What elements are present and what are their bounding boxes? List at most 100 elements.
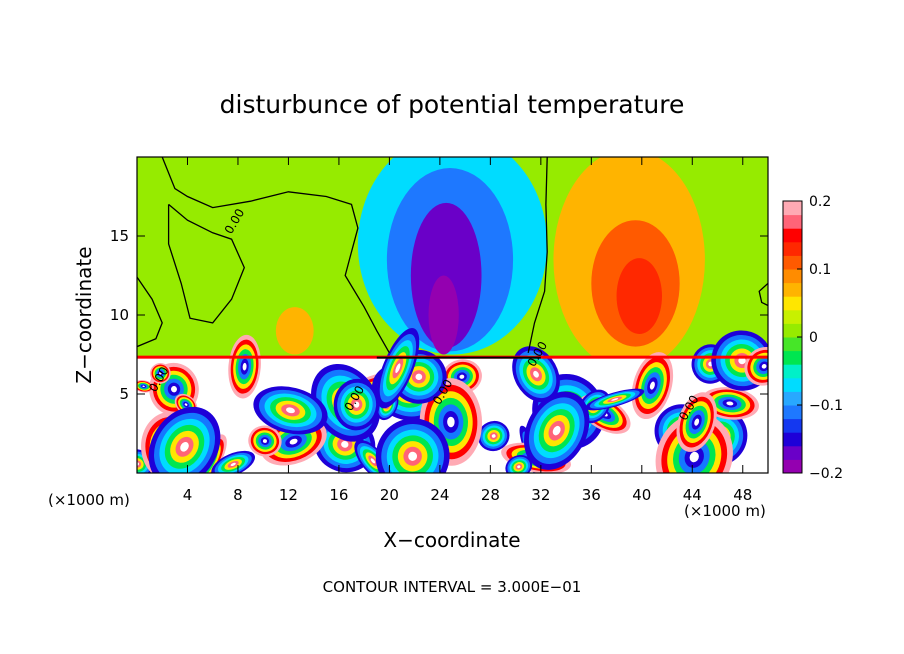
eddy-core (447, 416, 455, 428)
y-tick-label: 10 (110, 306, 129, 324)
lower-layer-turbulence (137, 328, 768, 473)
colorbar-swatch (783, 309, 802, 324)
chart-title: disturbunce of potential temperature (220, 90, 685, 119)
eddy-35 (149, 362, 171, 384)
colorbar-swatch (783, 405, 802, 420)
eddy-core (395, 363, 401, 374)
x-tick-label: 4 (183, 486, 193, 504)
y-tick-label: 5 (119, 385, 129, 403)
eddy-core (180, 442, 189, 452)
colorbar (783, 201, 802, 474)
eddy-26 (676, 392, 717, 452)
eddy-core (649, 381, 655, 390)
eddy-39 (211, 450, 255, 473)
eddy-core (517, 465, 521, 469)
colorbar-swatch (783, 323, 802, 338)
eddy-core (408, 451, 418, 461)
eddy-30 (390, 349, 447, 404)
field-blob-3 (428, 275, 459, 355)
colorbar-tick-label: −0.1 (809, 398, 843, 414)
eddy-core (491, 434, 496, 438)
colorbar-swatch (783, 364, 802, 379)
colorbar-swatch (783, 459, 802, 474)
colorbar-swatch (783, 432, 802, 447)
eddy-21 (477, 420, 510, 452)
zero-contour-left (161, 157, 390, 354)
zero-contour-edge (137, 276, 163, 348)
field-blob-2 (410, 202, 482, 349)
eddy-core (611, 398, 619, 401)
colorbar-tick-label: 0 (809, 330, 818, 346)
eddy-core (341, 441, 349, 448)
field-blob-8 (162, 204, 238, 363)
eddy-core (286, 407, 295, 414)
eddy-33 (148, 406, 221, 473)
eddy-37 (253, 386, 328, 435)
colorbar-tick-label: 0.2 (809, 194, 831, 210)
colorbar-swatch (783, 241, 802, 256)
eddy-45 (524, 391, 590, 470)
eddy-core (761, 364, 767, 369)
field-blob-6 (616, 258, 662, 334)
colorbar-swatch (783, 377, 802, 392)
eddy-core (552, 425, 561, 436)
heatmap-field (137, 157, 768, 473)
eddy-core (415, 373, 423, 381)
colorbar-swatch (783, 391, 802, 406)
eddy-core (738, 356, 746, 365)
eddy-44 (333, 378, 380, 431)
eddy-2 (631, 352, 674, 419)
y-tick-label: 15 (110, 227, 129, 245)
eddy-core (171, 386, 177, 393)
eddy-core (694, 418, 700, 426)
x-tick-label: 28 (481, 486, 500, 504)
colorbar-swatch (783, 269, 802, 284)
eddy-core (370, 458, 376, 464)
eddy-core (689, 451, 699, 463)
x-tick-label: 24 (430, 486, 449, 504)
colorbar-swatch (783, 337, 802, 352)
x-tick-label: 44 (683, 486, 702, 504)
x-unit-left: (×1000 m) (48, 491, 130, 509)
eddy-core (159, 372, 162, 375)
x-tick-label: 20 (380, 486, 399, 504)
eddy-32 (248, 425, 282, 457)
field-blob-7 (275, 307, 314, 355)
x-tick-label: 40 (632, 486, 651, 504)
eddy-core (242, 362, 247, 371)
colorbar-swatch (783, 445, 802, 460)
eddy-core (184, 403, 188, 406)
eddy-core (289, 438, 298, 445)
colorbar-tick-label: 0.1 (809, 262, 831, 278)
contour-interval-note: CONTOUR INTERVAL = 3.000E−01 (323, 578, 582, 596)
zero-contour-right (527, 157, 548, 354)
eddy-core (142, 385, 145, 388)
colorbar-tick-label: −0.2 (809, 466, 843, 482)
colorbar-swatch (783, 282, 802, 297)
eddy-core (230, 462, 236, 467)
x-unit-right: (×1000 m) (684, 502, 766, 520)
x-axis-label: X−coordinate (383, 528, 520, 552)
eddy-15 (512, 346, 560, 403)
colorbar-swatch (783, 350, 802, 365)
x-tick-label: 48 (733, 486, 752, 504)
eddy-14 (174, 393, 198, 416)
zero-contour-edge-right (758, 282, 768, 307)
y-ticks: 5 10 15 (110, 227, 768, 403)
eddy-core (726, 401, 734, 406)
eddy-31 (585, 388, 645, 411)
x-tick-label: 12 (279, 486, 298, 504)
eddy-core (533, 370, 539, 378)
colorbar-swatch (783, 255, 802, 270)
x-tick-label: 32 (531, 486, 550, 504)
colorbar-swatch (783, 201, 802, 216)
x-tick-label: 8 (233, 486, 243, 504)
colorbar-swatch (783, 296, 802, 311)
x-ticks: 4 8 12 16 20 24 28 32 36 40 44 48 (183, 157, 752, 504)
colorbar-swatch (783, 214, 802, 229)
x-tick-label: 16 (329, 486, 348, 504)
x-tick-label: 36 (582, 486, 601, 504)
eddy-17 (137, 380, 154, 393)
eddy-core (262, 439, 267, 443)
